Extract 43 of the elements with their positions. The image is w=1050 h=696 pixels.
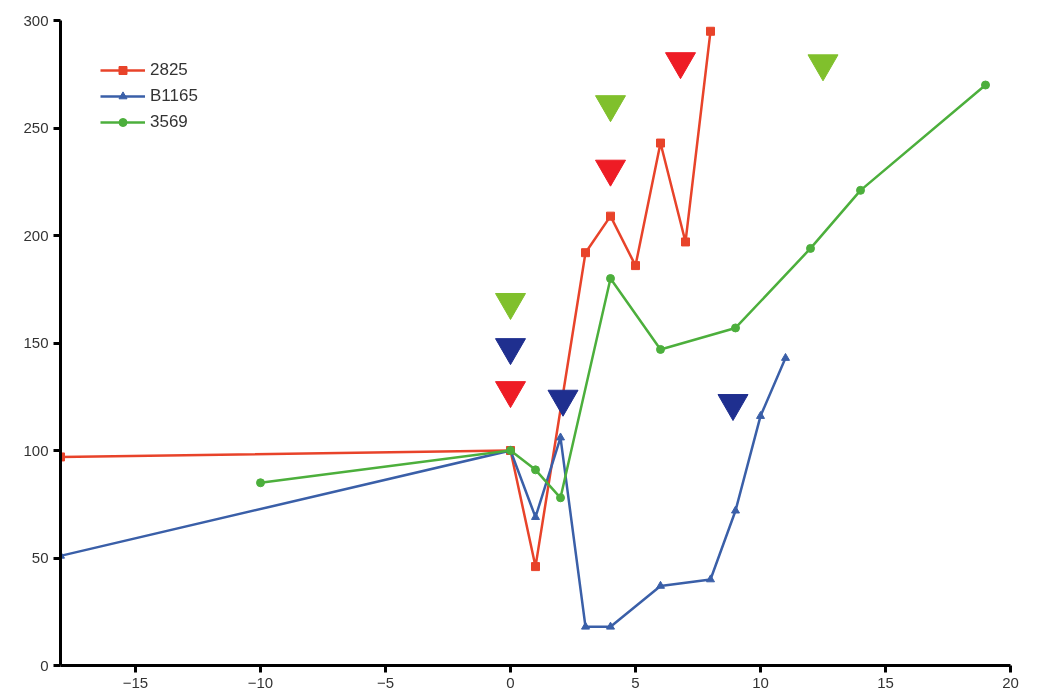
point [756,410,765,419]
point [606,621,615,630]
x-tick-label: −15 [122,673,149,691]
point [581,621,590,630]
point [656,344,665,354]
point [556,493,565,503]
point [531,562,540,572]
point [606,274,615,283]
point [656,580,665,589]
x-tick-label: −10 [247,673,274,691]
y-tick-label: 300 [23,11,49,29]
point [781,352,790,361]
legend-label: 2825 [150,60,188,80]
point [731,323,740,333]
point [556,432,565,441]
point [981,80,990,90]
y-tick-label: 100 [23,441,49,459]
y-tick-label: 50 [31,549,49,566]
x-tick-label: 15 [877,673,894,691]
point [581,248,590,258]
point [656,138,665,148]
x-tick-label: −5 [376,673,395,691]
point [631,261,640,271]
point [731,505,740,514]
x-tick-label: 20 [1002,673,1019,691]
x-tick-label: 0 [506,673,515,691]
point [806,243,815,253]
point [606,211,615,221]
point [706,574,715,583]
legend-label: 3569 [150,112,188,132]
point [531,465,540,475]
y-tick-label: 250 [23,119,49,136]
legend-label: B1165 [150,86,198,106]
x-tick-label: 5 [631,673,640,691]
y-tick-label: 0 [40,656,49,674]
x-tick-label: 10 [752,673,769,691]
point [681,237,690,247]
point [531,512,540,520]
y-tick-label: 200 [23,226,49,244]
point [706,26,715,36]
point [256,478,265,488]
point [856,185,865,195]
y-tick-label: 150 [23,334,49,351]
